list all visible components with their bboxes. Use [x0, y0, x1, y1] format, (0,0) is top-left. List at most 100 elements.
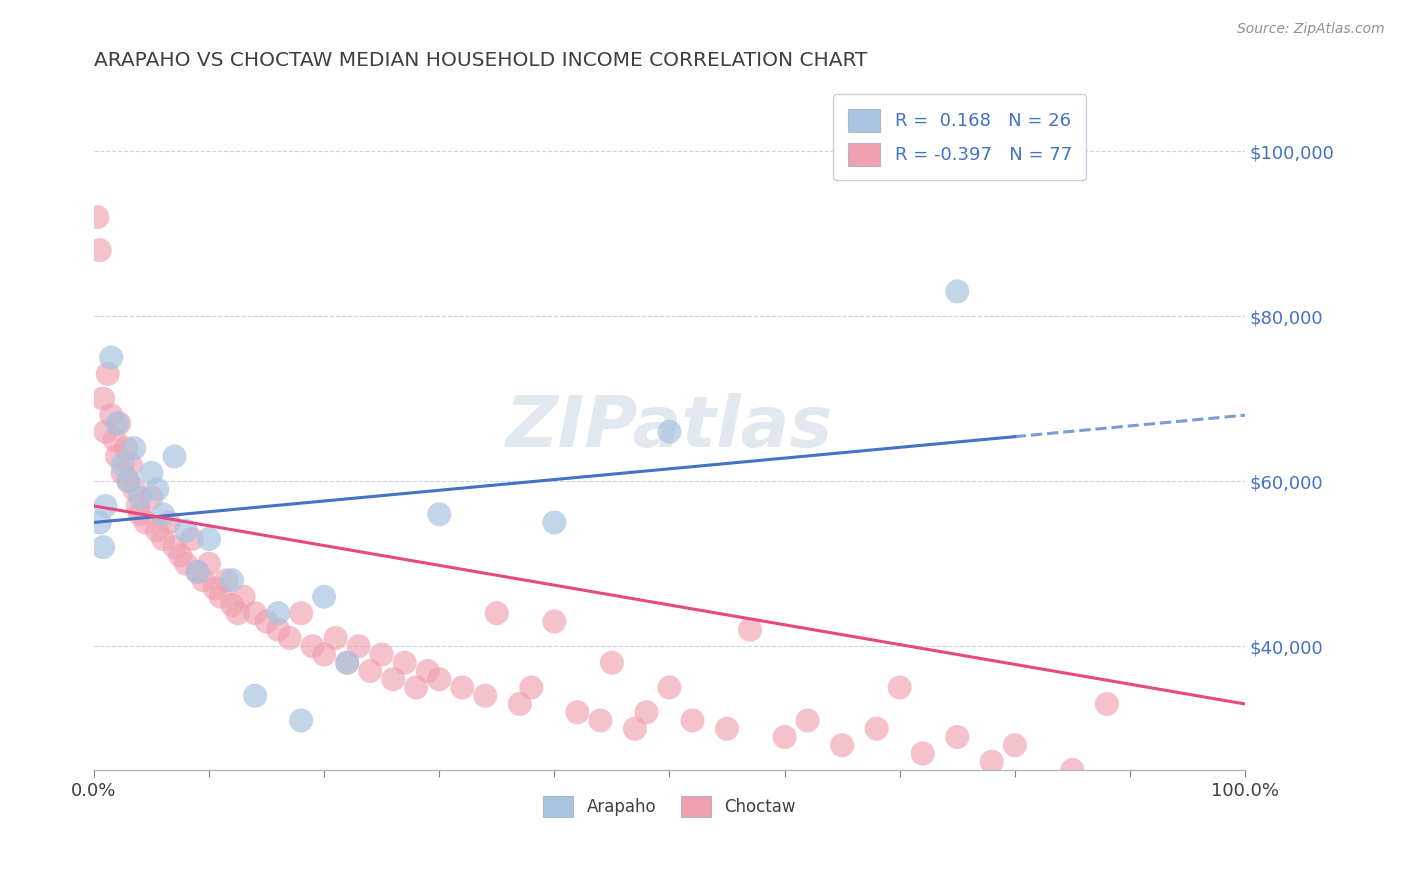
Point	[141, 491, 163, 505]
Point	[226, 606, 249, 620]
Point	[589, 714, 612, 728]
Point	[141, 466, 163, 480]
Point	[91, 392, 114, 406]
Point	[117, 474, 139, 488]
Point	[682, 714, 704, 728]
Point	[97, 367, 120, 381]
Point	[180, 532, 202, 546]
Point	[89, 243, 111, 257]
Point	[347, 639, 370, 653]
Point	[127, 499, 149, 513]
Point	[946, 285, 969, 299]
Point	[100, 408, 122, 422]
Point	[658, 681, 681, 695]
Point	[120, 458, 142, 472]
Point	[1004, 738, 1026, 752]
Point	[278, 631, 301, 645]
Point	[243, 689, 266, 703]
Point	[866, 722, 889, 736]
Point	[146, 483, 169, 497]
Point	[198, 532, 221, 546]
Legend: Arapaho, Choctaw: Arapaho, Choctaw	[537, 789, 803, 823]
Point	[204, 582, 226, 596]
Point	[146, 524, 169, 538]
Point	[129, 507, 152, 521]
Point	[451, 681, 474, 695]
Point	[946, 730, 969, 744]
Point	[94, 499, 117, 513]
Point	[221, 598, 243, 612]
Point	[773, 730, 796, 744]
Point	[100, 351, 122, 365]
Point	[221, 573, 243, 587]
Point	[152, 532, 174, 546]
Point	[474, 689, 496, 703]
Point	[738, 623, 761, 637]
Point	[290, 606, 312, 620]
Point	[416, 664, 439, 678]
Point	[831, 738, 853, 752]
Point	[122, 441, 145, 455]
Point	[301, 639, 323, 653]
Point	[193, 573, 215, 587]
Text: ARAPAHO VS CHOCTAW MEDIAN HOUSEHOLD INCOME CORRELATION CHART: ARAPAHO VS CHOCTAW MEDIAN HOUSEHOLD INCO…	[94, 51, 868, 70]
Point	[290, 714, 312, 728]
Point	[163, 540, 186, 554]
Text: Source: ZipAtlas.com: Source: ZipAtlas.com	[1237, 22, 1385, 37]
Point	[215, 573, 238, 587]
Point	[567, 705, 589, 719]
Point	[117, 474, 139, 488]
Point	[152, 507, 174, 521]
Point	[716, 722, 738, 736]
Point	[157, 516, 180, 530]
Point	[600, 656, 623, 670]
Point	[267, 606, 290, 620]
Point	[796, 714, 818, 728]
Point	[243, 606, 266, 620]
Point	[108, 417, 131, 431]
Point	[314, 590, 336, 604]
Point	[520, 681, 543, 695]
Point	[889, 681, 911, 695]
Point	[174, 557, 197, 571]
Point	[336, 656, 359, 670]
Point	[105, 417, 128, 431]
Point	[104, 433, 127, 447]
Point	[94, 425, 117, 439]
Point	[122, 483, 145, 497]
Point	[336, 656, 359, 670]
Point	[186, 565, 208, 579]
Point	[325, 631, 347, 645]
Point	[174, 524, 197, 538]
Point	[382, 672, 405, 686]
Point	[89, 516, 111, 530]
Point	[115, 441, 138, 455]
Point	[636, 705, 658, 719]
Point	[370, 648, 392, 662]
Point	[267, 623, 290, 637]
Point	[1062, 763, 1084, 777]
Point	[256, 615, 278, 629]
Point	[543, 615, 565, 629]
Text: ZIPatlas: ZIPatlas	[506, 393, 834, 462]
Point	[186, 565, 208, 579]
Point	[485, 606, 508, 620]
Point	[658, 425, 681, 439]
Point	[911, 747, 934, 761]
Point	[129, 491, 152, 505]
Point	[198, 557, 221, 571]
Point	[314, 648, 336, 662]
Point	[86, 210, 108, 224]
Point	[169, 549, 191, 563]
Point	[105, 450, 128, 464]
Point	[427, 507, 450, 521]
Point	[111, 458, 134, 472]
Point	[232, 590, 254, 604]
Point	[359, 664, 381, 678]
Point	[111, 466, 134, 480]
Point	[543, 516, 565, 530]
Point	[209, 590, 232, 604]
Point	[394, 656, 416, 670]
Point	[509, 697, 531, 711]
Point	[135, 516, 157, 530]
